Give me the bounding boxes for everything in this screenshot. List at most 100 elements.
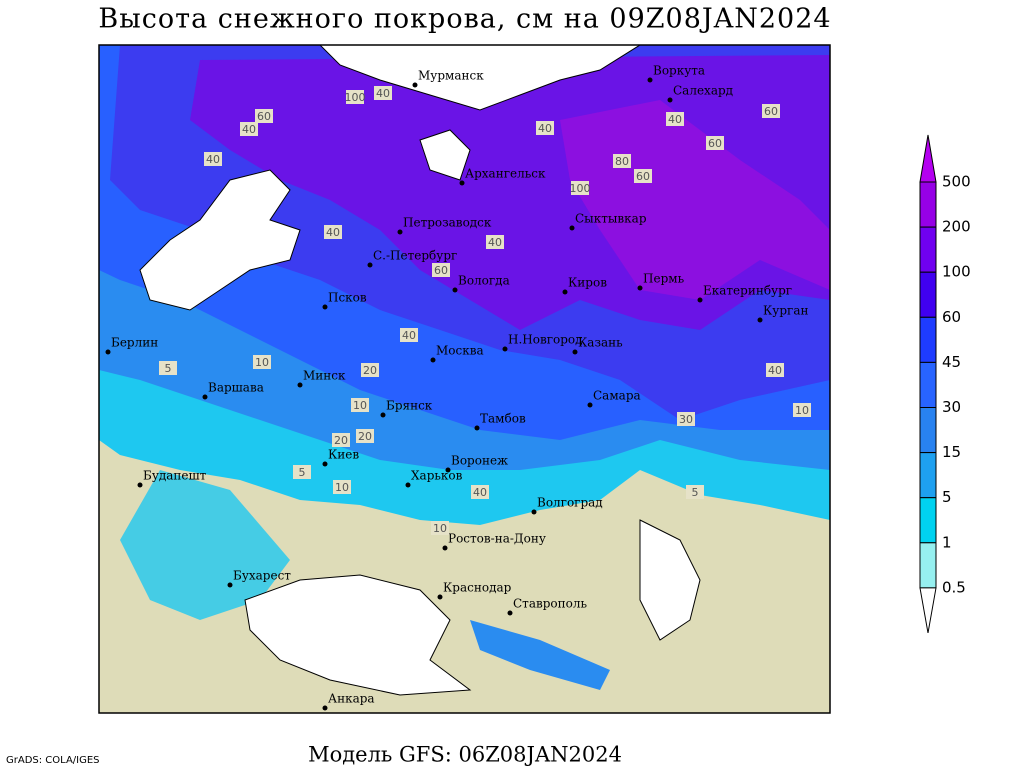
city-dot (637, 285, 643, 291)
city-label: Ставрополь (513, 597, 587, 611)
snow-caucasus (470, 620, 610, 690)
colorbar-segment (919, 542, 937, 589)
contour-label: 40 (538, 122, 552, 135)
city-label: С.-Петербург (373, 249, 457, 263)
contour-label-box (634, 169, 652, 183)
contour-label: 40 (668, 113, 682, 126)
contour-label: 40 (402, 329, 416, 342)
contour-label-box (793, 403, 811, 417)
city-label: Воркута (653, 64, 705, 78)
contour-label-box (324, 225, 342, 239)
contour-label-box (677, 412, 695, 426)
city-label: Минск (303, 369, 346, 383)
city-label: Волгоград (537, 496, 603, 510)
city-label: Москва (436, 344, 484, 358)
city-label: Киров (568, 276, 607, 290)
colorbar-segment (919, 452, 937, 499)
credit: GrADS: COLA/IGES (6, 755, 100, 766)
city-dot (430, 357, 436, 363)
city-label: Харьков (411, 469, 463, 483)
colorbar-triangle-top (919, 134, 937, 183)
contour-label-box (666, 112, 684, 126)
contour-label-box (571, 181, 589, 195)
snow-200 (560, 100, 830, 300)
city-label: Салехард (673, 84, 733, 98)
city-dot (397, 229, 403, 235)
city-label: Будапешт (143, 469, 207, 483)
contour-label-box (346, 90, 364, 104)
city-label: Петрозаводск (403, 216, 492, 230)
colorbar-label: 500 (942, 173, 971, 191)
colorbar-triangle-bottom (919, 587, 937, 633)
city-dot (202, 394, 208, 400)
white-sea (419, 129, 471, 181)
city-label: Анкара (328, 692, 375, 706)
contour-label-box (361, 363, 379, 377)
contour-label: 10 (433, 522, 447, 535)
city-label: Киев (328, 448, 359, 462)
contour-label: 10 (255, 356, 269, 369)
city-dot (137, 482, 143, 488)
colorbar-label: 60 (942, 308, 961, 326)
colorbar-segment (919, 407, 937, 454)
city-label: Воронеж (451, 454, 508, 468)
city-dot (445, 467, 451, 473)
contour-label: 40 (488, 236, 502, 249)
colorbar-label: 30 (942, 398, 961, 416)
city-dot (667, 97, 673, 103)
colorbar-segment (919, 271, 937, 318)
contour-label: 5 (692, 486, 699, 499)
black-sea (244, 574, 472, 696)
city-dot (322, 304, 328, 310)
city-dot (367, 262, 373, 268)
colorbar-label: 100 (942, 263, 971, 281)
contour-label: 100 (345, 91, 366, 104)
caspian-sea (639, 519, 701, 641)
barents-sea (318, 44, 642, 111)
city-dot (757, 317, 763, 323)
city-label: Краснодар (443, 581, 512, 595)
colorbar-label: 0.5 (942, 578, 966, 596)
contour-label: 60 (764, 105, 778, 118)
contour-label-box (253, 355, 271, 369)
contour-label: 10 (353, 399, 367, 412)
contour-label: 60 (434, 264, 448, 277)
contour-label-box (766, 363, 784, 377)
city-label: Мурманск (418, 69, 484, 83)
contour-label-box (332, 433, 350, 447)
colorbar-segment (919, 316, 937, 363)
contour-label-box (356, 429, 374, 443)
contour-label-box (431, 521, 449, 535)
contour-label: 40 (376, 87, 390, 100)
colorbar-segment (919, 181, 937, 228)
contour-label-box (204, 152, 222, 166)
colorbar-label: 5 (942, 488, 952, 506)
city-dot (437, 594, 443, 600)
contour-label-box (159, 361, 177, 375)
city-label: Самара (593, 389, 641, 403)
colorbar-segment (919, 497, 937, 544)
city-label: Курган (763, 304, 808, 318)
colorbar-label: 200 (942, 218, 971, 236)
contour-label-box (706, 136, 724, 150)
city-dot (507, 610, 513, 616)
city-label: Н.Новгород (508, 333, 583, 347)
colorbar-label: 45 (942, 353, 961, 371)
contour-label: 5 (299, 466, 306, 479)
city-dot (322, 705, 328, 711)
city-dot (322, 461, 328, 467)
contour-label-box (333, 480, 351, 494)
contour-label-box (400, 328, 418, 342)
contour-label: 40 (473, 486, 487, 499)
city-dot (412, 82, 418, 88)
colorbar-segment (919, 226, 937, 273)
city-label: Псков (328, 291, 367, 305)
city-label: Екатеринбург (703, 284, 792, 298)
city-label: Вологда (458, 274, 510, 288)
contour-label: 20 (358, 430, 372, 443)
city-dot (227, 582, 233, 588)
model-label: Модель GFS: 06Z08JAN2024 (308, 743, 622, 767)
contour-label: 40 (768, 364, 782, 377)
city-dot (562, 289, 568, 295)
